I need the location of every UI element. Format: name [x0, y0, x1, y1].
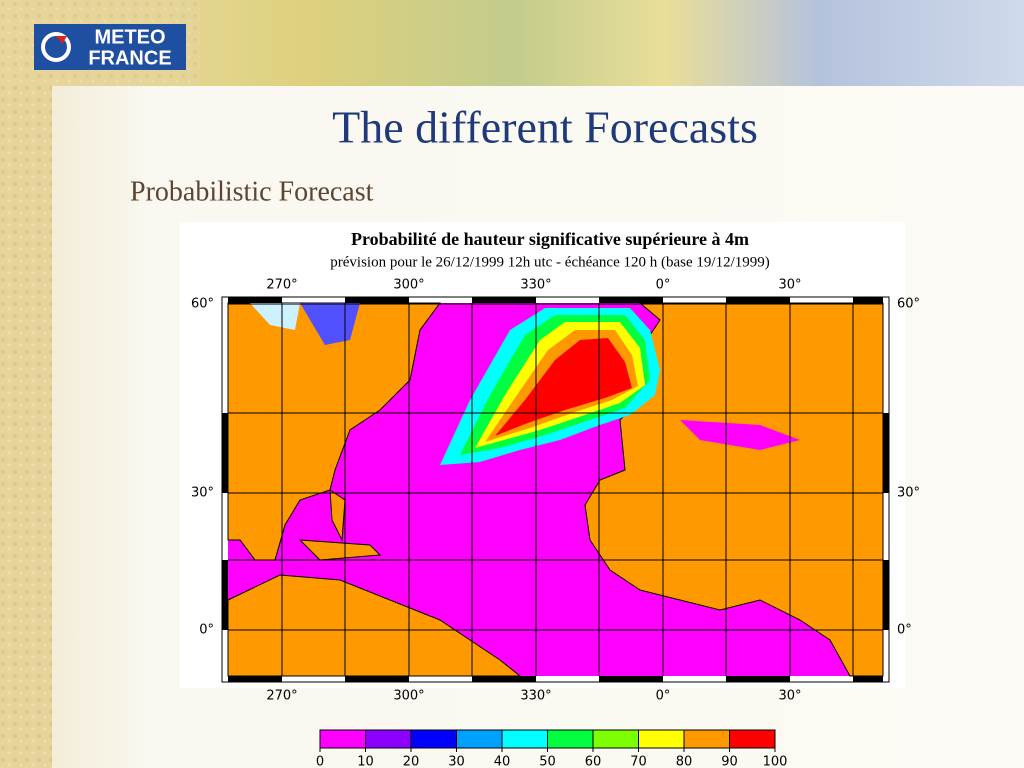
- colorbar-label: 80: [676, 755, 693, 768]
- lat-label: 0°: [897, 623, 912, 638]
- paper-strip: [0, 0, 52, 768]
- logo-text: METEO: [94, 26, 165, 48]
- land-florida: [329, 489, 346, 542]
- colorbar-label: 40: [494, 755, 511, 768]
- map: [227, 302, 884, 677]
- colorbar-label: 10: [357, 755, 374, 768]
- colorbar-segment: [365, 730, 411, 748]
- colorbar-label: 90: [721, 755, 738, 768]
- colorbar-label: 100: [763, 755, 788, 768]
- land-caribbean: [298, 539, 382, 561]
- ice: [250, 303, 300, 330]
- slide-title: The different Forecasts: [332, 102, 758, 153]
- lat-label: 60°: [897, 297, 920, 312]
- lon-label: 30°: [778, 278, 801, 293]
- logo-text: FRANCE: [88, 47, 171, 69]
- border-segment: [599, 676, 663, 682]
- colorbar-segment: [638, 730, 684, 748]
- colorbar-segment: [547, 730, 593, 748]
- colorbar-segment: [411, 730, 457, 748]
- border-segment: [853, 676, 883, 682]
- border-segment: [345, 676, 409, 682]
- border-segment: [883, 560, 889, 630]
- border-segment: [228, 676, 282, 682]
- colorbar-label: 20: [403, 755, 420, 768]
- slide-subtitle: Probabilistic Forecast: [130, 176, 374, 207]
- lon-label: 270°: [266, 278, 297, 293]
- prob-90: [495, 338, 632, 436]
- lon-label: 30°: [778, 689, 801, 704]
- colorbar-segment: [593, 730, 639, 748]
- colorbar-label: 60: [585, 755, 602, 768]
- colorbar-label: 0: [316, 755, 324, 768]
- colorbar-label: 70: [630, 755, 647, 768]
- colorbar-label: 50: [539, 755, 556, 768]
- figure-title: Probabilité de hauteur significative sup…: [351, 229, 749, 249]
- lat-label: 60°: [191, 297, 214, 312]
- lat-label: 0°: [199, 623, 214, 638]
- colorbar-segment: [502, 730, 548, 748]
- border-segment: [726, 676, 790, 682]
- logo-icon-flag: [56, 36, 67, 44]
- figure-subtitle: prévision pour le 26/12/1999 12h utc - é…: [330, 254, 769, 270]
- lat-label: 30°: [897, 486, 920, 501]
- mediterranean: [680, 420, 800, 450]
- colorbar-segment: [684, 730, 730, 748]
- graticule: [228, 303, 883, 676]
- colorbar-segment: [456, 730, 502, 748]
- border-segment: [228, 297, 282, 303]
- border-segment: [853, 297, 883, 303]
- border-segment: [345, 297, 409, 303]
- border-segment: [472, 297, 536, 303]
- colorbar-segment: [320, 730, 366, 748]
- lon-label: 270°: [266, 689, 297, 704]
- lat-label: 30°: [191, 486, 214, 501]
- border-segment: [599, 297, 663, 303]
- lon-label: 300°: [393, 689, 424, 704]
- lon-label: 330°: [520, 689, 551, 704]
- border-segment: [472, 676, 536, 682]
- border-segment: [726, 297, 790, 303]
- colorbar-label: 30: [448, 755, 465, 768]
- lon-label: 0°: [656, 278, 671, 293]
- border-segment: [883, 413, 889, 493]
- lon-label: 0°: [656, 689, 671, 704]
- colorbar-segment: [729, 730, 775, 748]
- lon-label: 330°: [520, 278, 551, 293]
- lon-label: 300°: [393, 278, 424, 293]
- border-segment: [222, 560, 228, 630]
- border-segment: [222, 413, 228, 493]
